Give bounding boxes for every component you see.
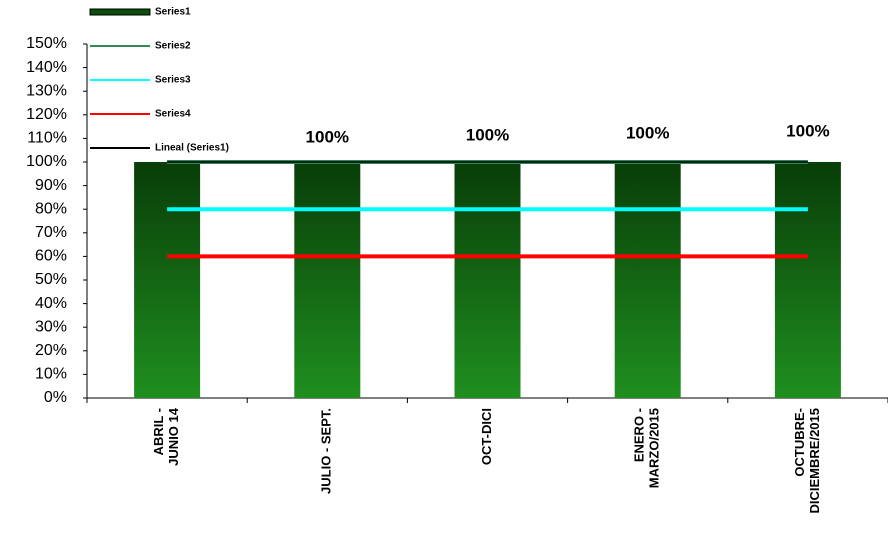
y-tick-label: 80% (35, 200, 67, 217)
y-tick-label: 20% (35, 342, 67, 359)
y-tick-label: 40% (35, 295, 67, 312)
value-label: 100% (786, 121, 829, 140)
y-tick-label: 150% (26, 35, 67, 52)
x-tick-label: ENERO -MARZO/2015 (632, 408, 662, 488)
y-tick-label: 30% (35, 318, 67, 335)
bar (294, 162, 361, 398)
value-label: 100% (306, 127, 349, 146)
legend-label: Series2 (155, 41, 191, 52)
value-label: 100% (626, 123, 669, 142)
x-tick-label: JULIO - SEPT. (319, 408, 334, 494)
legend-label: Series4 (155, 109, 191, 120)
legend-label: Series3 (155, 75, 191, 86)
x-tick-label: ABRIL -JUNIO 14 (152, 407, 182, 466)
y-tick-label: 90% (35, 177, 67, 194)
value-label: 100% (466, 125, 509, 144)
x-tick-label: OCTUBRE-DICIEMBRE/2015 (792, 408, 822, 513)
bar (134, 162, 201, 398)
y-tick-label: 100% (26, 153, 67, 170)
bar (454, 162, 521, 398)
y-tick-label: 60% (35, 248, 67, 265)
bar (614, 162, 681, 398)
y-tick-label: 70% (35, 224, 67, 241)
y-tick-label: 50% (35, 271, 67, 288)
y-tick-label: 110% (27, 130, 67, 147)
legend-swatch (89, 8, 151, 16)
y-tick-label: 120% (26, 106, 67, 123)
x-tick-label: OCT-DICI (479, 408, 494, 465)
y-tick-label: 140% (26, 59, 67, 76)
legend-label: Lineal (Series1) (155, 143, 229, 154)
bar (774, 162, 841, 398)
legend-label: Series1 (155, 7, 191, 18)
y-tick-label: 10% (35, 366, 67, 383)
y-tick-label: 0% (44, 389, 67, 406)
y-tick-label: 130% (26, 82, 67, 99)
